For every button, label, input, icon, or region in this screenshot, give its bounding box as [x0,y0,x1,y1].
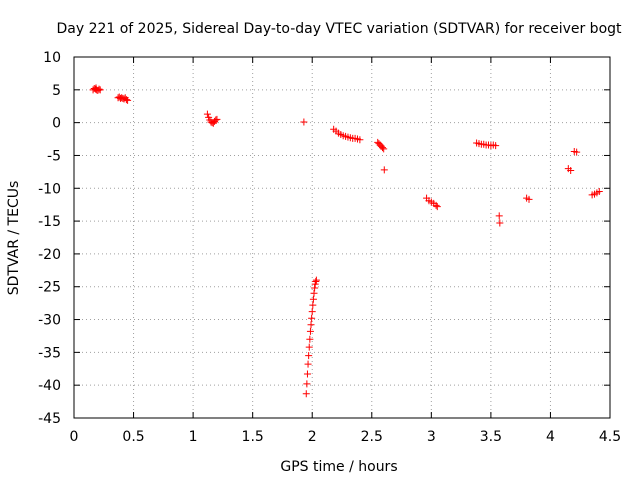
data-point-marker [573,148,581,156]
data-point-marker [432,201,440,209]
y-tick-label: 0 [52,116,61,132]
data-point-marker [303,370,311,378]
x-tick-labels: 0 0.5 1 1.5 2 2.5 3 3.5 4 4.5 [70,429,622,445]
x-tick-label: 1 [189,429,198,445]
axis-ticks [73,56,611,419]
data-point-marker [212,116,220,124]
data-point-marker [300,118,308,126]
data-point-marker [380,145,388,153]
y-tick-labels: 10 5 0 -5 -10 -15 -20 -25 -30 -35 -40 -45 [38,50,61,427]
y-tick-label: -15 [38,214,61,230]
data-points [89,84,603,398]
data-point-marker [312,277,320,285]
y-tick-label: -30 [38,313,61,329]
data-point-marker [380,166,388,174]
y-tick-label: -45 [38,411,61,427]
y-tick-label: 5 [52,83,61,99]
x-tick-label: 0.5 [122,429,144,445]
data-point-marker [308,314,316,322]
data-point-marker [525,195,533,203]
y-tick-label: -25 [38,280,61,296]
y-axis-label: SDTVAR / TECUs [6,181,22,296]
chart-title: Day 221 of 2025, Sidereal Day-to-day VTE… [56,21,622,37]
x-tick-label: 2.5 [361,429,383,445]
data-point-marker [95,85,103,93]
data-point-marker [307,321,315,329]
data-point-marker [492,142,500,150]
y-tick-label: -35 [38,345,61,361]
data-point-marker [356,136,364,144]
x-tick-label: 2 [308,429,317,445]
data-point-marker [302,390,310,398]
plot-frame [73,56,611,419]
data-point-marker [495,212,503,220]
y-tick-label: -10 [38,181,61,197]
x-tick-label: 0 [70,429,79,445]
data-point-marker [122,96,130,104]
y-tick-label: 10 [43,50,61,66]
data-point-marker [308,308,316,316]
data-point-marker [496,219,504,227]
x-tick-label: 3 [427,429,436,445]
y-tick-label: -40 [38,378,61,394]
data-point-marker [96,86,104,94]
data-point-marker [312,276,320,284]
data-point-marker [595,188,603,196]
y-tick-label: -20 [38,247,61,263]
data-point-marker [309,301,317,309]
data-point-marker [203,110,211,118]
data-point-marker [567,167,575,175]
y-tick-label: -5 [47,148,61,164]
data-point-marker [311,284,319,292]
data-point-marker [124,96,132,104]
x-tick-label: 1.5 [242,429,264,445]
x-tick-label: 4.5 [599,429,621,445]
data-point-marker [213,115,221,123]
data-point-marker [309,295,317,303]
data-point-marker [303,380,311,388]
data-point-marker [310,289,318,297]
data-point-marker [306,327,314,335]
x-axis-label: GPS time / hours [280,459,397,475]
data-point-marker [305,343,313,351]
data-point-marker [433,203,441,211]
data-point-marker [378,144,386,152]
data-point-marker [306,335,314,343]
x-tick-label: 4 [546,429,555,445]
data-point-marker [305,352,313,360]
x-tick-label: 3.5 [480,429,502,445]
data-point-marker [304,360,312,368]
grid-lines [74,57,610,418]
